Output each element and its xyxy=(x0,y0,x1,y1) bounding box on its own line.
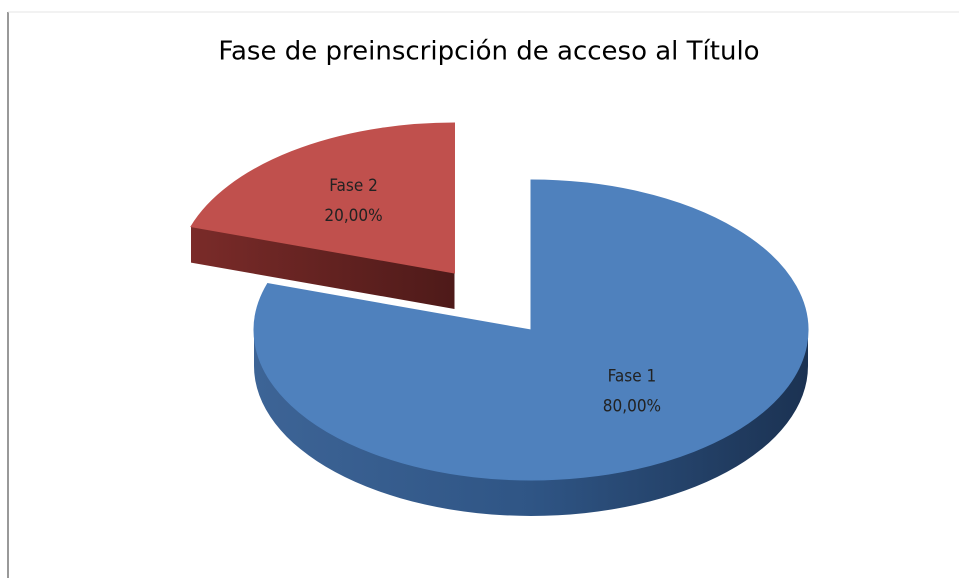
slice-category: Fase 1 xyxy=(608,367,657,387)
slice-side xyxy=(254,330,808,516)
slice xyxy=(190,122,456,274)
slice-value-label: 80,00% xyxy=(603,397,661,417)
slice-edge xyxy=(191,226,455,309)
slice-category: Fase 2 xyxy=(329,176,378,196)
slice xyxy=(253,179,809,481)
slice-value-label: 20,00% xyxy=(324,206,382,226)
chart-title: Fase de preinscripción de acceso al Títu… xyxy=(218,37,759,67)
